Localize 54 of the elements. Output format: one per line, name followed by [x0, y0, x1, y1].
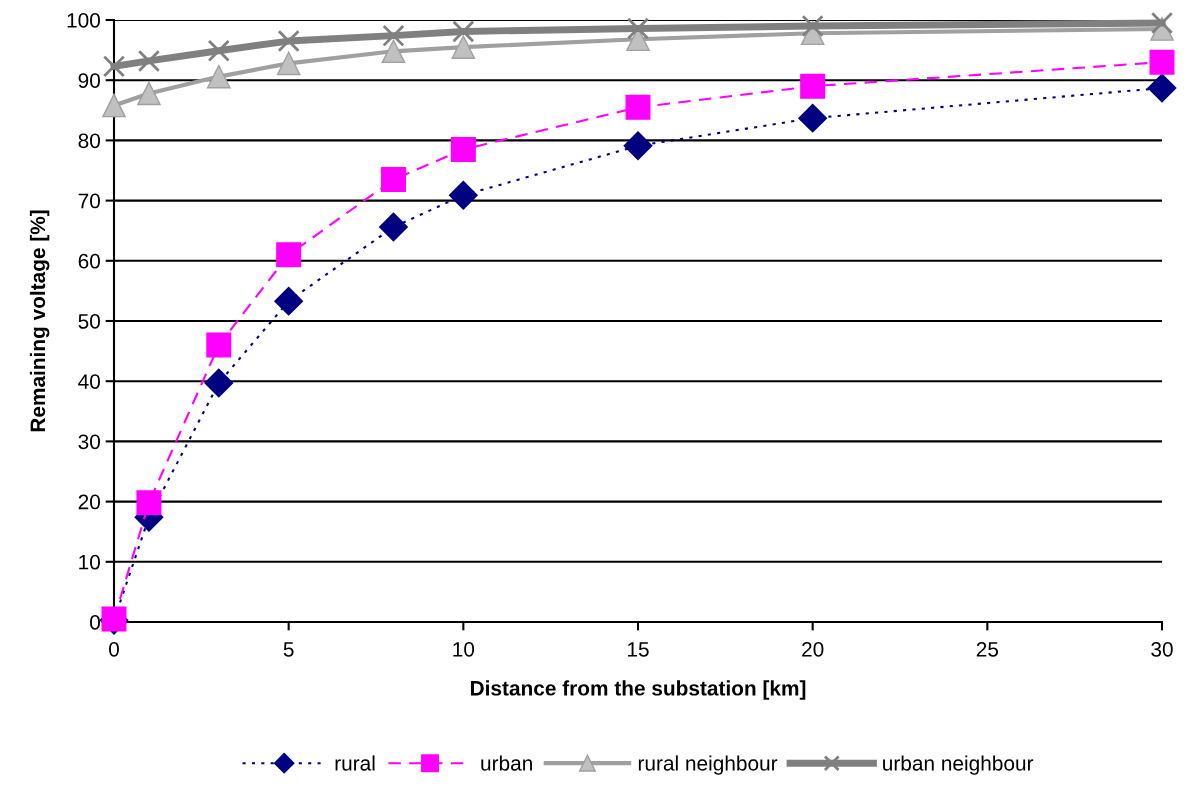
point	[276, 51, 301, 76]
point	[448, 180, 478, 210]
y-tick-label: 80	[78, 133, 100, 149]
point	[451, 35, 476, 59]
point	[102, 55, 126, 78]
y-tick-label: 90	[78, 73, 100, 88]
point	[798, 103, 828, 133]
y-tick-label: 20	[78, 494, 100, 510]
point	[800, 73, 826, 99]
point	[204, 368, 234, 398]
x-tick-label: 10	[453, 641, 475, 657]
y-axis-title: Remaining voltage [%]	[29, 210, 50, 432]
point	[206, 332, 232, 358]
y-tick-label: 30	[78, 434, 100, 450]
point	[1147, 73, 1177, 103]
x-tick-label: 0	[109, 641, 119, 657]
point	[136, 490, 162, 516]
x-axis-title: Distance from the substation [km]	[470, 680, 806, 700]
legend-label: urban	[481, 755, 532, 771]
point	[207, 39, 230, 62]
y-tick-label: 50	[78, 314, 100, 329]
point	[625, 94, 651, 120]
point	[379, 212, 408, 242]
x-tick-label: 20	[802, 641, 824, 657]
y-tick-label: 60	[78, 253, 100, 269]
y-tick-label: 100	[67, 13, 100, 28]
legend-label: urban neighbour	[883, 755, 1034, 775]
legend-label: rural neighbour	[638, 755, 778, 775]
point	[623, 131, 653, 161]
point	[137, 81, 161, 106]
x-tick-label: 25	[976, 641, 999, 657]
point	[801, 14, 824, 38]
point	[381, 39, 406, 64]
point	[274, 286, 304, 316]
x-tick-label: 15	[628, 642, 649, 657]
point	[206, 64, 231, 89]
x-tick-label: 5	[283, 642, 294, 657]
x-tick-label: 30	[1151, 641, 1173, 657]
y-tick-label: 70	[78, 193, 100, 209]
point	[452, 20, 475, 43]
point	[1150, 11, 1174, 35]
point	[102, 93, 126, 118]
y-tick-label: 0	[90, 615, 100, 630]
point	[450, 136, 476, 162]
point	[137, 49, 161, 73]
point	[277, 29, 300, 53]
y-tick-label: 40	[78, 374, 100, 389]
point	[380, 167, 406, 193]
y-tick-label: 10	[79, 554, 100, 570]
point	[382, 24, 405, 47]
legend-label: rural	[335, 755, 375, 771]
point	[276, 242, 302, 268]
point	[626, 17, 650, 40]
point	[1149, 49, 1175, 75]
